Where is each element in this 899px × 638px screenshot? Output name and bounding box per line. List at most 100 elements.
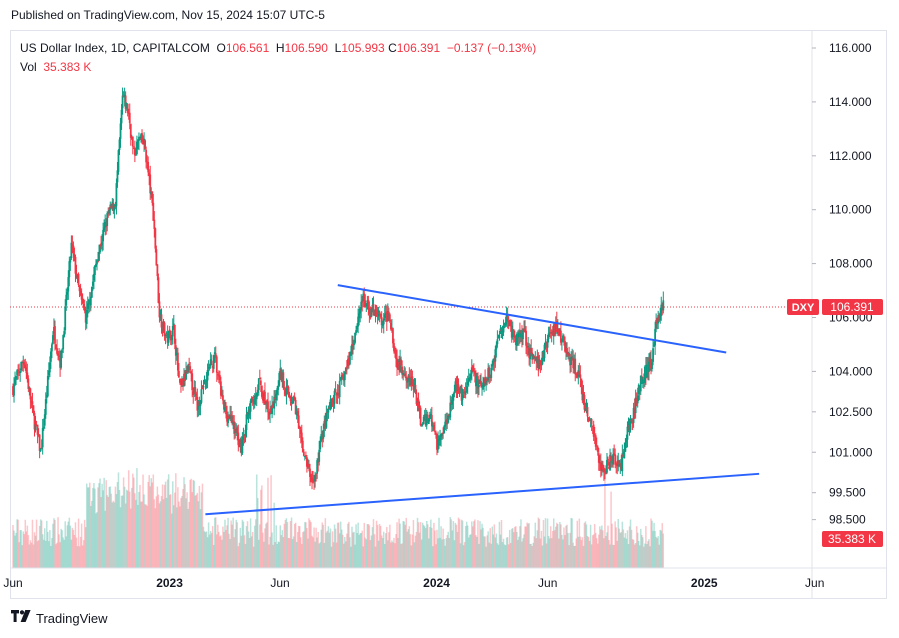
tradingview-logo[interactable]: TradingView — [11, 610, 108, 626]
candle-body — [387, 311, 390, 314]
candle-body — [342, 374, 345, 381]
candle-body — [298, 427, 301, 429]
volume-bar — [288, 538, 291, 568]
candle-body — [454, 381, 457, 392]
candle-body — [110, 205, 113, 209]
candle-body — [451, 399, 454, 405]
volume-bar — [99, 478, 101, 568]
y-tick-label: 112.000 — [829, 149, 872, 163]
candle-body — [466, 381, 469, 385]
volume-bar — [54, 520, 56, 568]
candle-body — [563, 336, 565, 340]
candle-body — [312, 478, 314, 482]
candle-body — [260, 385, 263, 397]
volume-bar — [442, 528, 444, 568]
volume-bar — [517, 539, 519, 568]
candle-body — [109, 204, 112, 210]
candle-body — [104, 221, 107, 228]
volume-bar — [404, 524, 406, 568]
volume-bar — [532, 542, 534, 568]
candle-body — [396, 358, 398, 368]
volume-bar — [401, 543, 403, 568]
candle-body — [284, 389, 287, 395]
candle-body — [194, 387, 197, 395]
candle-body — [283, 387, 286, 389]
volume-bar — [282, 537, 285, 568]
volume-bar — [385, 533, 387, 568]
candle-body — [233, 421, 236, 434]
candle-body — [511, 330, 514, 337]
candle-body — [504, 322, 507, 325]
volume-bar — [391, 540, 393, 568]
volume-bar — [172, 481, 174, 568]
candle-body — [108, 209, 111, 214]
volume-bar — [192, 479, 194, 568]
volume-bar — [230, 520, 232, 568]
candle-body — [455, 380, 458, 392]
candle-body — [55, 344, 57, 349]
volume-bar — [593, 524, 596, 568]
volume-bar — [447, 531, 449, 568]
volume-bar — [417, 522, 420, 568]
volume-bar — [652, 530, 654, 568]
volume-bar — [363, 522, 366, 568]
volume-bar — [610, 491, 612, 568]
candle-body — [594, 435, 597, 447]
volume-bar — [53, 518, 55, 568]
candle-body — [211, 365, 214, 368]
volume-bar — [563, 527, 565, 568]
candle-body — [339, 377, 342, 380]
candle-body — [584, 408, 587, 412]
candle-body — [195, 393, 198, 397]
volume-bar — [590, 544, 593, 568]
candle-body — [614, 454, 617, 465]
candle-body — [368, 308, 371, 315]
volume-bar — [339, 521, 342, 568]
volume-bar — [132, 473, 134, 568]
volume-bar — [407, 529, 410, 568]
volume-bar — [569, 532, 571, 568]
volume-bar — [600, 529, 602, 568]
volume-bar — [634, 543, 637, 568]
candle-body — [150, 191, 153, 195]
volume-bar — [294, 522, 297, 568]
volume-bar — [50, 545, 52, 568]
candle-body — [209, 359, 212, 366]
volume-bar — [182, 489, 184, 568]
volume-bar — [337, 522, 340, 568]
volume-bar — [196, 492, 199, 568]
volume-bar — [158, 503, 161, 568]
volume-bar — [647, 541, 649, 568]
candle-body — [383, 314, 386, 318]
volume-bar — [198, 485, 201, 568]
candle-body — [68, 261, 71, 278]
volume-bar — [149, 486, 151, 568]
volume-bar — [34, 535, 37, 568]
candle-body — [453, 391, 456, 394]
volume-bar — [311, 535, 313, 568]
candle-body — [591, 425, 594, 427]
x-tick-label: Jun — [3, 576, 22, 590]
volume-bar — [80, 523, 83, 568]
candle-body — [60, 350, 63, 368]
candle-body — [203, 382, 206, 385]
legend-o-label: O — [216, 41, 226, 55]
volume-bar — [202, 526, 205, 568]
candle-body — [316, 460, 319, 474]
candle-body — [496, 339, 499, 345]
volume-bar — [242, 521, 245, 568]
candle-body — [167, 330, 170, 343]
candle-body — [505, 315, 508, 322]
candle-body — [461, 394, 464, 400]
candle-body — [446, 419, 449, 425]
candle-body — [412, 380, 415, 390]
volume-bar — [473, 521, 475, 568]
candle-body — [659, 314, 662, 321]
candle-body — [165, 332, 168, 335]
volume-bar — [321, 522, 324, 568]
volume-bar — [220, 535, 222, 568]
candle-body — [275, 393, 278, 400]
candle-body — [503, 323, 506, 326]
volume-bar — [262, 532, 264, 568]
